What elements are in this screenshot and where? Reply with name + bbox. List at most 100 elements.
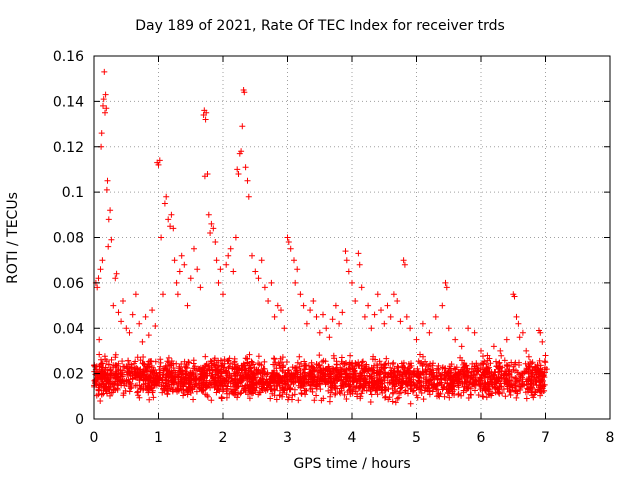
data-point	[102, 383, 109, 390]
data-point	[503, 371, 510, 377]
data-point	[438, 382, 445, 389]
data-point	[228, 386, 234, 393]
data-point	[473, 378, 480, 385]
data-point	[112, 354, 119, 361]
data-point	[97, 398, 104, 404]
data-point	[223, 261, 230, 268]
data-point	[95, 275, 102, 282]
data-point	[356, 362, 363, 369]
data-point	[537, 392, 544, 399]
data-point	[430, 360, 436, 367]
data-point	[326, 334, 333, 341]
data-point	[408, 360, 414, 367]
data-point	[114, 373, 121, 380]
data-point	[157, 363, 164, 370]
data-point	[151, 383, 158, 389]
data-point	[294, 266, 301, 273]
data-point	[207, 358, 214, 365]
y-axis-label: ROTI / TECUs	[5, 192, 21, 284]
data-point	[478, 347, 484, 354]
data-point	[181, 390, 187, 396]
data-point	[491, 369, 498, 376]
data-point	[145, 332, 152, 339]
data-point	[174, 381, 180, 388]
data-point	[187, 390, 194, 396]
data-point	[277, 355, 284, 362]
data-point	[215, 362, 222, 369]
data-point	[519, 380, 526, 387]
data-point	[105, 216, 112, 223]
data-point	[297, 291, 304, 298]
data-point	[97, 266, 104, 273]
data-point	[348, 375, 355, 382]
data-point	[480, 384, 487, 391]
data-point	[386, 394, 393, 401]
data-point	[480, 353, 486, 360]
data-point	[516, 362, 522, 368]
data-point	[350, 366, 356, 373]
data-point	[434, 365, 441, 372]
data-point	[332, 302, 339, 309]
data-point	[271, 313, 278, 320]
data-point	[160, 386, 167, 393]
axis-ticks: 0 1 2 3 4 5 6 7 8 0 0.02 0.04 0.06 0.08 0.1 0.12 0.14 0.1…	[53, 49, 615, 446]
data-point	[139, 338, 146, 345]
data-point	[365, 302, 372, 309]
data-point	[165, 387, 172, 394]
data-point	[287, 245, 294, 252]
data-point	[467, 385, 474, 392]
data-point	[170, 386, 177, 393]
data-point	[177, 383, 184, 390]
data-point	[322, 373, 329, 380]
data-point	[267, 395, 274, 402]
data-point	[426, 391, 433, 398]
data-point	[242, 164, 249, 171]
data-point	[322, 381, 329, 388]
data-point	[234, 166, 241, 173]
data-point	[132, 365, 139, 372]
data-point	[245, 391, 251, 398]
data-point	[107, 367, 114, 374]
data-point	[414, 365, 421, 372]
data-point	[460, 387, 467, 394]
y-tick-label: 0.06	[53, 276, 84, 292]
data-point	[313, 392, 320, 399]
data-point	[191, 245, 197, 252]
data-point	[188, 370, 195, 377]
data-point	[132, 291, 139, 298]
data-point	[133, 365, 140, 371]
y-tick-label: 0.1	[62, 185, 84, 201]
data-point	[417, 370, 424, 377]
data-point	[368, 391, 375, 398]
data-point	[297, 384, 304, 391]
data-point	[168, 211, 175, 218]
data-point	[102, 91, 109, 98]
data-point	[295, 397, 302, 404]
data-point	[407, 364, 413, 371]
data-point	[256, 377, 263, 384]
data-point	[334, 373, 341, 380]
y-tick-label: 0.02	[53, 367, 84, 383]
data-point	[343, 367, 349, 374]
data-point	[542, 352, 549, 359]
data-point	[283, 359, 290, 365]
data-point	[246, 373, 253, 380]
data-point	[167, 223, 174, 230]
data-point	[213, 389, 220, 396]
data-point	[413, 392, 420, 399]
data-point	[514, 390, 521, 397]
data-point	[248, 358, 255, 365]
data-point	[328, 375, 335, 382]
data-point	[318, 397, 325, 404]
data-point	[472, 387, 478, 394]
data-point	[473, 371, 480, 378]
data-point	[368, 325, 375, 332]
data-point	[422, 375, 429, 382]
data-point	[252, 268, 259, 275]
data-point	[181, 358, 188, 365]
data-point	[525, 353, 532, 360]
data-point	[490, 372, 497, 379]
data-point	[205, 211, 212, 218]
data-point	[417, 351, 423, 358]
